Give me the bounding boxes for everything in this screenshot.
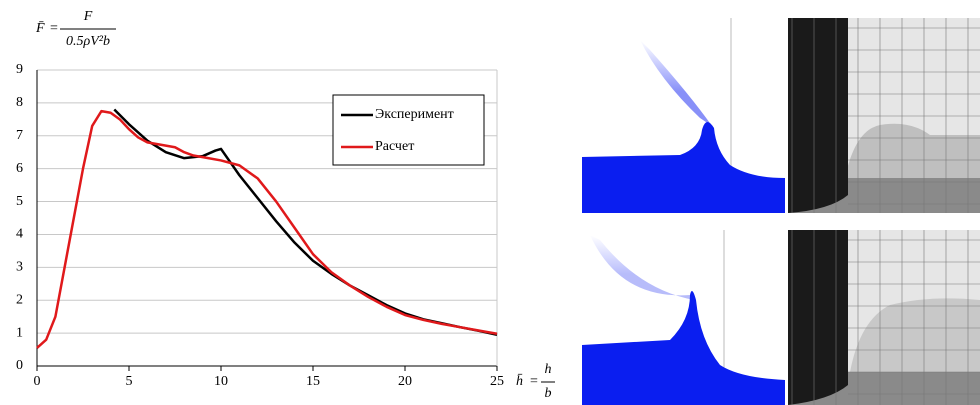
x-label-eq: = (530, 374, 538, 389)
simulation-top (580, 18, 785, 213)
x-tick-label: 25 (490, 374, 504, 389)
y-label-denominator: 0.5ρV²b (66, 34, 110, 49)
x-tick-label: 0 (34, 374, 41, 389)
simulation-bottom (580, 230, 785, 405)
y-tick-label: 8 (16, 95, 23, 110)
y-label-lhs: F̄ (35, 21, 45, 36)
y-label-eq: = (50, 21, 58, 36)
x-label-lhs: h̄ (516, 374, 523, 390)
y-tick-label: 4 (16, 227, 23, 242)
legend-label: Расчет (375, 139, 414, 154)
x-label-denominator: b (545, 386, 552, 401)
y-tick-label: 6 (16, 161, 23, 176)
y-tick-label: 3 (16, 260, 23, 275)
x-tick-label: 20 (398, 374, 412, 389)
legend-box (333, 95, 484, 165)
x-tick-label: 10 (214, 374, 228, 389)
y-tick-label: 1 (16, 325, 23, 340)
y-tick-label: 0 (16, 358, 23, 373)
y-tick-label: 9 (16, 62, 23, 77)
y-tick-label: 5 (16, 194, 23, 209)
y-tick-label: 7 (16, 128, 23, 143)
photo-bottom (788, 230, 980, 405)
x-tick-label: 15 (306, 374, 320, 389)
y-tick-label: 2 (16, 292, 23, 307)
y-label-numerator: F (83, 9, 93, 24)
x-label-numerator: h (545, 362, 552, 377)
figure: F̄ = F 0.5ρV²b h̄ = h b 0 1 2 3 4 5 6 7 8 9 0 5 10 15… (0, 0, 980, 405)
x-tick-label: 5 (126, 374, 133, 389)
photo-top (788, 18, 980, 213)
legend-label: Эксперимент (375, 107, 454, 122)
